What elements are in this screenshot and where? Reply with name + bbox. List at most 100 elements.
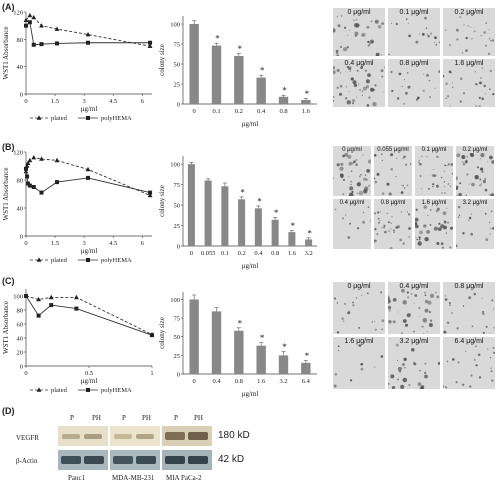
colony-dot	[427, 214, 429, 217]
colony-dot	[480, 77, 482, 79]
colony-dot	[424, 294, 427, 296]
colony-dot	[397, 311, 399, 313]
panel-letter-c: (C)	[2, 276, 15, 286]
micrograph-label: 0.055 μg/ml	[377, 147, 409, 153]
blot-band	[113, 456, 133, 464]
colony-dot	[462, 305, 465, 307]
colony-dot	[465, 194, 467, 196]
colony-dot	[356, 297, 358, 299]
micrograph-tile: 0.2 μg/ml	[443, 8, 495, 56]
data-point	[150, 333, 154, 338]
colony-dot	[408, 227, 412, 230]
colony-dot	[406, 211, 408, 213]
colony-dot	[432, 169, 434, 170]
colony-dot	[374, 180, 378, 184]
data-point	[23, 17, 29, 22]
colony-dot	[413, 330, 415, 333]
blot-band	[61, 456, 81, 464]
colony-dot	[388, 383, 390, 385]
colony-dot	[355, 159, 358, 161]
colony-dot	[383, 224, 386, 227]
colony-dot	[348, 176, 350, 178]
colony-dot	[362, 211, 365, 214]
colony-dot	[451, 312, 453, 314]
colony-dot	[438, 222, 441, 225]
bar	[189, 24, 199, 104]
colony-dot	[470, 213, 472, 215]
colony-dot	[472, 153, 474, 156]
micrograph-label: 0.4 μg/ml	[339, 200, 365, 206]
colony-dot	[441, 246, 444, 249]
colony-dot	[365, 85, 369, 89]
colony-dot	[388, 320, 392, 324]
colony-dot	[374, 328, 377, 331]
colony-dot	[359, 88, 361, 91]
bar	[238, 199, 246, 246]
colony-dot	[415, 237, 417, 239]
bar	[189, 299, 199, 374]
significance-marker: *	[282, 342, 287, 352]
micrograph-tile: 6.4 μg/ml	[443, 337, 495, 389]
colony-dot	[444, 295, 447, 297]
colony-dot	[466, 156, 469, 158]
colony-dot	[436, 207, 440, 211]
y-axis-label: colony size	[158, 317, 166, 349]
x-tick-label: 0	[193, 378, 196, 385]
blot-row-label: VEGFR	[16, 434, 39, 442]
colony-dot	[480, 167, 484, 171]
colony-dot	[337, 345, 340, 348]
colony-dot	[415, 217, 419, 222]
colony-dot	[392, 229, 395, 232]
colony-dot	[424, 16, 427, 20]
colony-dot	[424, 237, 429, 242]
colony-dot	[358, 175, 361, 178]
data-point	[39, 42, 44, 47]
colony-dot	[490, 370, 493, 373]
colony-dot	[474, 175, 479, 180]
colony-dot	[466, 173, 469, 176]
significance-marker: *	[215, 34, 220, 44]
colony-dot	[360, 174, 362, 176]
colony-dot	[419, 369, 421, 372]
y-axis-label: WST1 Absorbance	[2, 167, 10, 220]
colony-dot	[377, 221, 381, 224]
colony-dot	[409, 163, 412, 165]
colony-dot	[431, 174, 435, 177]
colony-dot	[402, 377, 408, 383]
blot-band	[114, 434, 132, 439]
colony-dot	[369, 39, 374, 44]
bar	[288, 232, 296, 246]
data-point	[54, 157, 60, 163]
colony-dot	[424, 362, 427, 365]
colony-dot	[381, 159, 383, 161]
colony-dot	[356, 182, 361, 187]
colony-dot	[470, 374, 473, 377]
colony-dot	[422, 318, 428, 323]
colony-dot	[455, 28, 459, 32]
micrograph-tile: 0 μg/ml	[333, 282, 385, 334]
data-point	[148, 40, 153, 45]
colony-dot	[355, 23, 360, 28]
colony-dot	[443, 186, 445, 188]
colony-dot	[443, 220, 447, 224]
colony-dot	[364, 69, 367, 72]
micrograph-image	[333, 15, 384, 56]
colony-dot	[374, 228, 377, 231]
blot-band	[165, 456, 185, 464]
colony-dot	[352, 102, 355, 105]
colony-dot	[442, 211, 447, 216]
colony-dot	[381, 22, 384, 25]
colony-dot	[449, 185, 452, 187]
colony-dot	[424, 308, 429, 313]
colony-dot	[461, 155, 466, 160]
colony-dot	[418, 162, 420, 164]
colony-dot	[398, 72, 402, 76]
x-tick-label: 6	[141, 98, 145, 105]
colony-dot	[381, 319, 385, 323]
micrograph-image	[374, 153, 412, 196]
x-tick-label: 3.2	[279, 378, 287, 385]
micrograph-tile: 1.6 μg/ml	[415, 199, 453, 249]
colony-dot	[418, 316, 420, 317]
colony-dot	[406, 313, 411, 318]
x-axis-label: μg/ml	[242, 120, 259, 128]
